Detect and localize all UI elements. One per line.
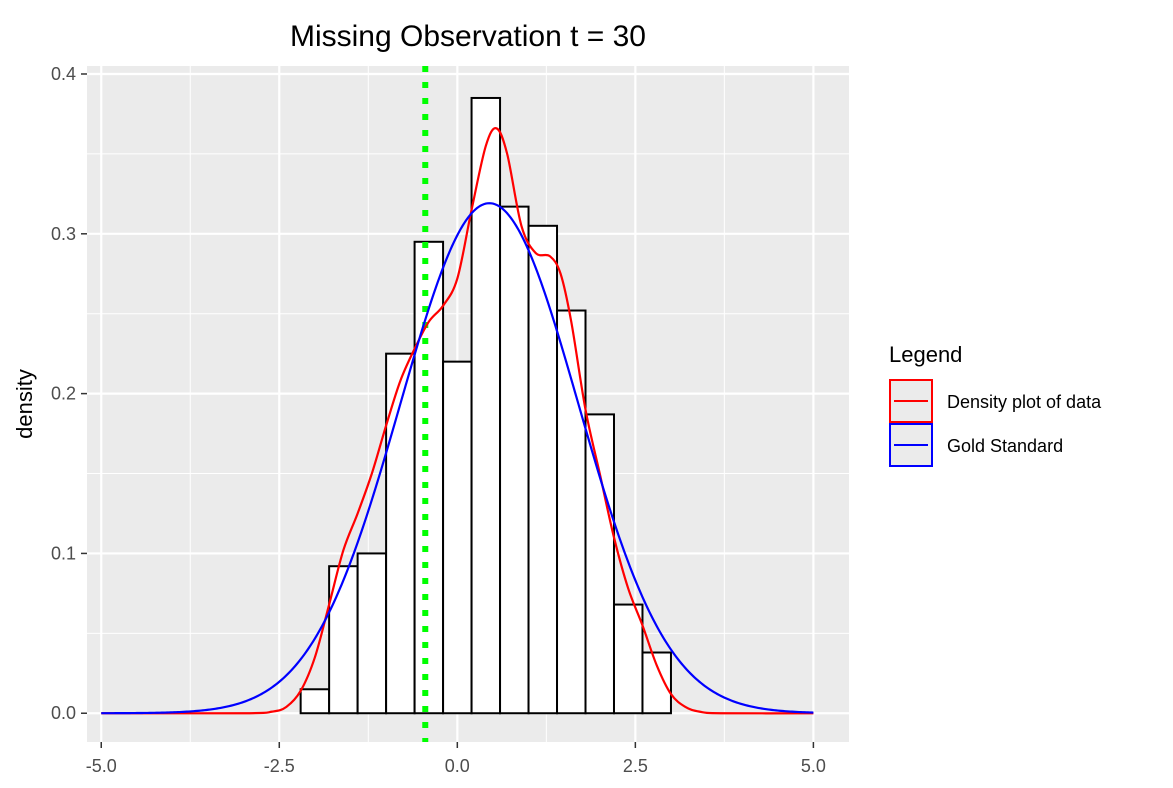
legend: Legend Density plot of data Gold Standard (889, 342, 1102, 467)
axes: -5.0 -2.5 0.0 2.5 5.0 0.0 0.1 0.2 0.3 0.4 (51, 64, 826, 776)
histogram-bar (584, 413, 615, 715)
y-tick-label: 0.3 (51, 224, 76, 244)
y-tick-label: 0.2 (51, 384, 76, 404)
histogram-bar (499, 205, 530, 715)
gold-standard-curve (101, 202, 814, 715)
histogram-bar (442, 360, 473, 715)
y-tick-label: 0.0 (51, 703, 76, 723)
density-curves (101, 127, 814, 715)
histogram-bar (470, 96, 502, 715)
histogram-bar (556, 309, 587, 715)
x-tick-label: -2.5 (264, 756, 295, 776)
histogram-bar (641, 651, 672, 715)
chart-title: Missing Observation t = 30 (290, 20, 646, 53)
histogram-bar (413, 240, 445, 715)
histogram-bars (299, 96, 672, 715)
histogram-bar (328, 565, 359, 715)
y-axis-label: density (12, 369, 37, 439)
histogram-bar (299, 688, 331, 715)
legend-label: Density plot of data (947, 392, 1102, 412)
y-tick-label: 0.1 (51, 543, 76, 563)
x-tick-label: 5.0 (801, 756, 826, 776)
x-tick-label: -5.0 (86, 756, 117, 776)
x-tick-label: 2.5 (623, 756, 648, 776)
x-tick-label: 0.0 (445, 756, 470, 776)
histogram-bar (527, 224, 559, 715)
legend-title: Legend (889, 342, 962, 367)
histogram-bar (356, 552, 388, 715)
legend-label: Gold Standard (947, 436, 1063, 456)
histogram-bar (612, 603, 644, 715)
y-tick-label: 0.4 (51, 64, 76, 84)
